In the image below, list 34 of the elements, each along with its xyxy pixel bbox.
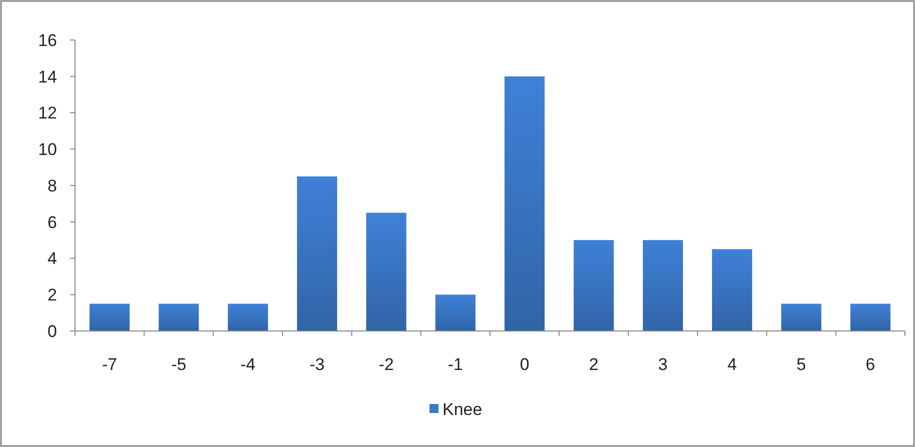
bar [435, 294, 476, 331]
y-tick-label: 0 [48, 322, 57, 341]
y-tick-label: 12 [38, 104, 57, 123]
x-tick-label: -2 [378, 355, 394, 374]
x-tick-label: -1 [448, 355, 463, 374]
bar [504, 76, 545, 331]
bar [712, 249, 752, 331]
legend-label: Knee [442, 400, 482, 419]
x-tick-label: 4 [727, 355, 737, 374]
x-tick-label: 3 [658, 355, 668, 374]
bar [366, 212, 406, 331]
x-tick-label: -5 [171, 355, 186, 374]
x-tick-label: 0 [520, 355, 530, 374]
bar [850, 304, 890, 331]
y-tick-label: 16 [38, 30, 57, 50]
bar [158, 304, 199, 331]
x-tick-label: -4 [240, 355, 256, 374]
x-tick-label: -3 [310, 355, 325, 374]
bar [228, 304, 268, 331]
y-tick-label: 14 [38, 67, 57, 86]
x-tick-label: 5 [796, 355, 806, 374]
x-tick-label: -7 [102, 355, 118, 374]
y-tick-label: 6 [48, 212, 57, 232]
bar [297, 176, 338, 331]
y-tick-label: 10 [38, 140, 57, 160]
x-tick-label: 6 [866, 355, 876, 374]
bar [781, 304, 822, 331]
bar [642, 240, 683, 331]
y-tick-label: 4 [48, 249, 57, 268]
bar [574, 240, 614, 331]
y-tick-label: 8 [48, 176, 57, 196]
y-tick-label: 2 [48, 286, 57, 305]
x-tick-label: 2 [589, 355, 598, 374]
bar [90, 304, 130, 331]
